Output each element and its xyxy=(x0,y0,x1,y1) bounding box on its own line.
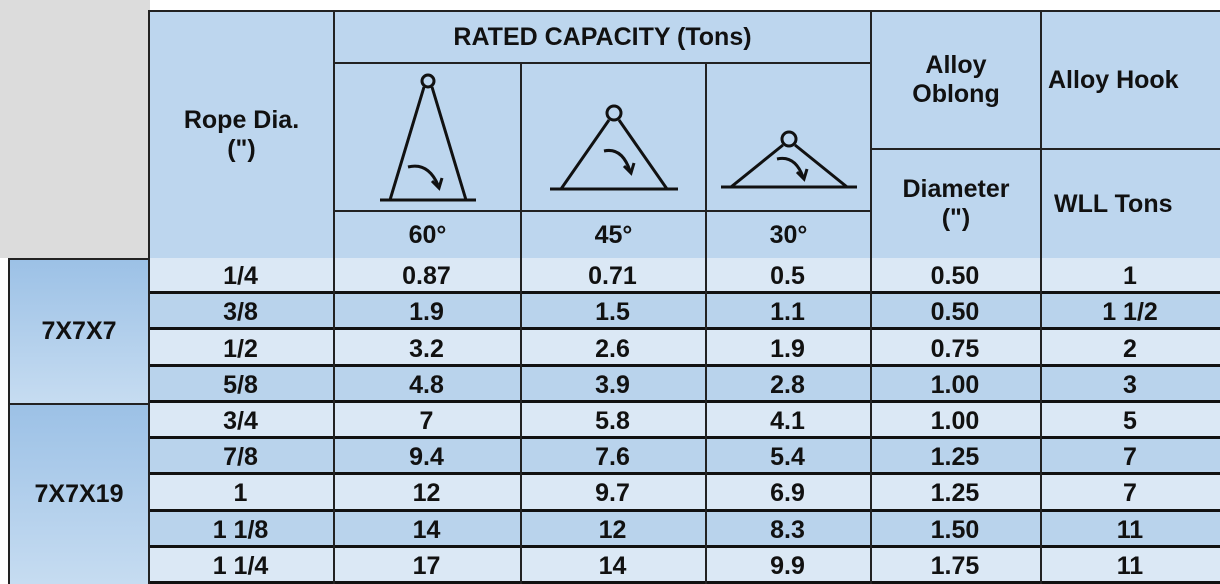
diameter-header: Diameter (") xyxy=(870,148,1042,260)
table-cell: 2.6 xyxy=(520,330,705,367)
table-cell: 1.25 xyxy=(870,439,1040,476)
table-cell: 1.9 xyxy=(333,294,520,331)
table-cell: 3.2 xyxy=(333,330,520,367)
table-cell: 1.25 xyxy=(870,475,1040,512)
table-cell: 3/8 xyxy=(148,294,333,331)
table-cell: 12 xyxy=(333,475,520,512)
alloy-hook-header: Alloy Hook xyxy=(1040,10,1220,150)
table-cell: 2 xyxy=(1040,330,1220,367)
table-cell: 14 xyxy=(333,511,520,548)
sling-60-icon xyxy=(379,73,476,202)
background xyxy=(0,0,150,258)
table-cell: 1/2 xyxy=(148,330,333,367)
table-cell: 6.9 xyxy=(705,475,870,512)
table-cell: 1 xyxy=(148,475,333,512)
table-cell: 11 xyxy=(1040,511,1220,548)
table-cell: 5 xyxy=(1040,402,1220,440)
sling-icon-cell xyxy=(705,62,872,212)
table-cell: 7.6 xyxy=(520,439,705,476)
table-cell: 1/4 xyxy=(148,258,333,295)
table-cell: 1 1/8 xyxy=(148,511,333,548)
table-cell: 0.5 xyxy=(705,258,870,295)
table-cell: 5.8 xyxy=(520,402,705,440)
table-cell: 1.00 xyxy=(870,402,1040,440)
group-label: 7X7X7 xyxy=(8,258,150,405)
table-cell: 7 xyxy=(1040,475,1220,512)
angle-header: 60° xyxy=(333,210,522,260)
sling-icon-cell xyxy=(520,62,707,212)
table-cell: 1.5 xyxy=(520,294,705,331)
table-cell: 1 1/4 xyxy=(148,547,333,584)
alloy-oblong-header: Alloy Oblong xyxy=(870,10,1042,150)
table-cell: 5.4 xyxy=(705,439,870,476)
table-cell: 1.9 xyxy=(705,330,870,367)
sling-icon-cell xyxy=(333,62,522,212)
table-cell: 8.3 xyxy=(705,511,870,548)
table-cell: 4.8 xyxy=(333,366,520,403)
angle-header: 30° xyxy=(705,210,872,260)
table-cell: 0.50 xyxy=(870,294,1040,331)
table-cell: 5/8 xyxy=(148,366,333,403)
table-cell: 0.50 xyxy=(870,258,1040,295)
table-cell: 3 xyxy=(1040,366,1220,403)
angle-header: 45° xyxy=(520,210,707,260)
rated-capacity-header: RATED CAPACITY (Tons) xyxy=(333,10,872,64)
column-divider xyxy=(870,258,872,584)
table-cell: 4.1 xyxy=(705,402,870,440)
table-cell: 14 xyxy=(520,547,705,584)
table-cell: 3.9 xyxy=(520,366,705,403)
column-divider xyxy=(1040,258,1042,584)
table-cell: 9.7 xyxy=(520,475,705,512)
table-cell: 11 xyxy=(1040,547,1220,584)
table-cell: 0.75 xyxy=(870,330,1040,367)
table-cell: 1.50 xyxy=(870,511,1040,548)
column-divider xyxy=(520,258,522,584)
table-cell: 7/8 xyxy=(148,439,333,476)
table-cell: 9.4 xyxy=(333,439,520,476)
wll-tons-header: WLL Tons xyxy=(1040,148,1220,260)
group-label: 7X7X19 xyxy=(8,402,150,584)
sling-45-icon xyxy=(549,104,678,191)
table-cell: 0.87 xyxy=(333,258,520,295)
table-cell: 1.00 xyxy=(870,366,1040,403)
table-cell: 12 xyxy=(520,511,705,548)
table-cell: 1 1/2 xyxy=(1040,294,1220,331)
table-cell: 1 xyxy=(1040,258,1220,295)
table-cell: 1.75 xyxy=(870,547,1040,584)
rope-dia-header: Rope Dia. (") xyxy=(148,10,335,260)
column-divider xyxy=(148,258,150,584)
table-cell: 2.8 xyxy=(705,366,870,403)
table-cell: 9.9 xyxy=(705,547,870,584)
table-cell: 7 xyxy=(1040,439,1220,476)
table-cell: 7 xyxy=(333,402,520,440)
table-cell: 0.71 xyxy=(520,258,705,295)
table-cell: 3/4 xyxy=(148,402,333,440)
table-cell: 17 xyxy=(333,547,520,584)
column-divider xyxy=(705,258,707,584)
column-divider xyxy=(333,258,335,584)
sling-30-icon xyxy=(720,130,857,189)
table-cell: 1.1 xyxy=(705,294,870,331)
